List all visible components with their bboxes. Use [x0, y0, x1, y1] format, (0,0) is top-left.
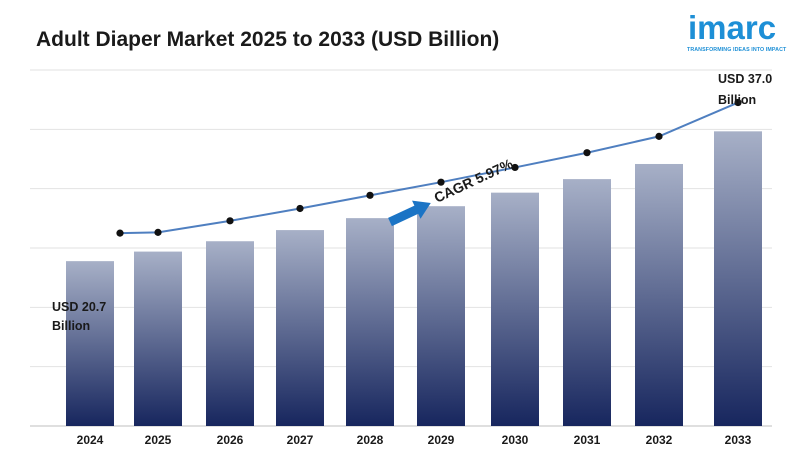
- bar-2030: [491, 192, 539, 426]
- logo-tagline: TRANSFORMING IDEAS INTO IMPACT: [687, 47, 787, 53]
- bar-2026: [206, 241, 254, 426]
- trend-line: [119, 101, 739, 235]
- imarc-logo: imarc TRANSFORMING IDEAS INTO IMPACT: [686, 10, 794, 56]
- bars-group: [66, 131, 762, 426]
- trend-marker-2028: [366, 191, 374, 199]
- trend-marker-2027: [296, 204, 304, 213]
- trend-marker-2033: [734, 98, 742, 107]
- bar-2028: [346, 218, 394, 426]
- trend-marker-2024: [116, 229, 124, 237]
- end-unit-label: Billion: [718, 93, 756, 107]
- x-tick-label: 2032: [646, 433, 673, 447]
- bar-2027: [276, 230, 324, 426]
- bar-2024: [66, 261, 114, 426]
- trend-line-group: [116, 98, 742, 237]
- trend-marker-2029: [437, 178, 445, 186]
- x-axis-labels: 2024 2025 2026 2027 2028 2029 2030 2031 2032 2033: [77, 433, 752, 447]
- start-value-label: USD 20.7: [52, 300, 106, 314]
- x-tick-label: 2025: [145, 433, 172, 447]
- logo-wordmark: imarc: [688, 9, 777, 46]
- x-tick-label: 2026: [217, 433, 244, 447]
- trend-marker-2030: [511, 163, 519, 172]
- trend-marker-2031: [583, 149, 591, 157]
- chart-title: Adult Diaper Market 2025 to 2033 (USD Bi…: [36, 28, 500, 51]
- trend-marker-2025: [154, 228, 162, 236]
- cagr-arrow-icon: [388, 200, 431, 227]
- x-tick-label: 2033: [725, 433, 752, 447]
- trend-marker-2026: [226, 217, 234, 225]
- bar-2025: [134, 251, 182, 426]
- x-tick-label: 2027: [287, 433, 314, 447]
- bar-2031: [563, 179, 611, 426]
- x-tick-label: 2031: [574, 433, 601, 447]
- x-tick-label: 2028: [357, 433, 384, 447]
- bar-2032: [635, 163, 683, 426]
- start-unit-label: Billion: [52, 319, 90, 333]
- trend-marker-2032: [655, 132, 663, 140]
- x-tick-label: 2024: [77, 433, 104, 447]
- bar-2029: [417, 206, 465, 426]
- end-value-label: USD 37.0: [718, 72, 772, 86]
- bar-2033: [714, 131, 762, 426]
- x-tick-label: 2030: [502, 433, 529, 447]
- x-tick-label: 2029: [428, 433, 455, 447]
